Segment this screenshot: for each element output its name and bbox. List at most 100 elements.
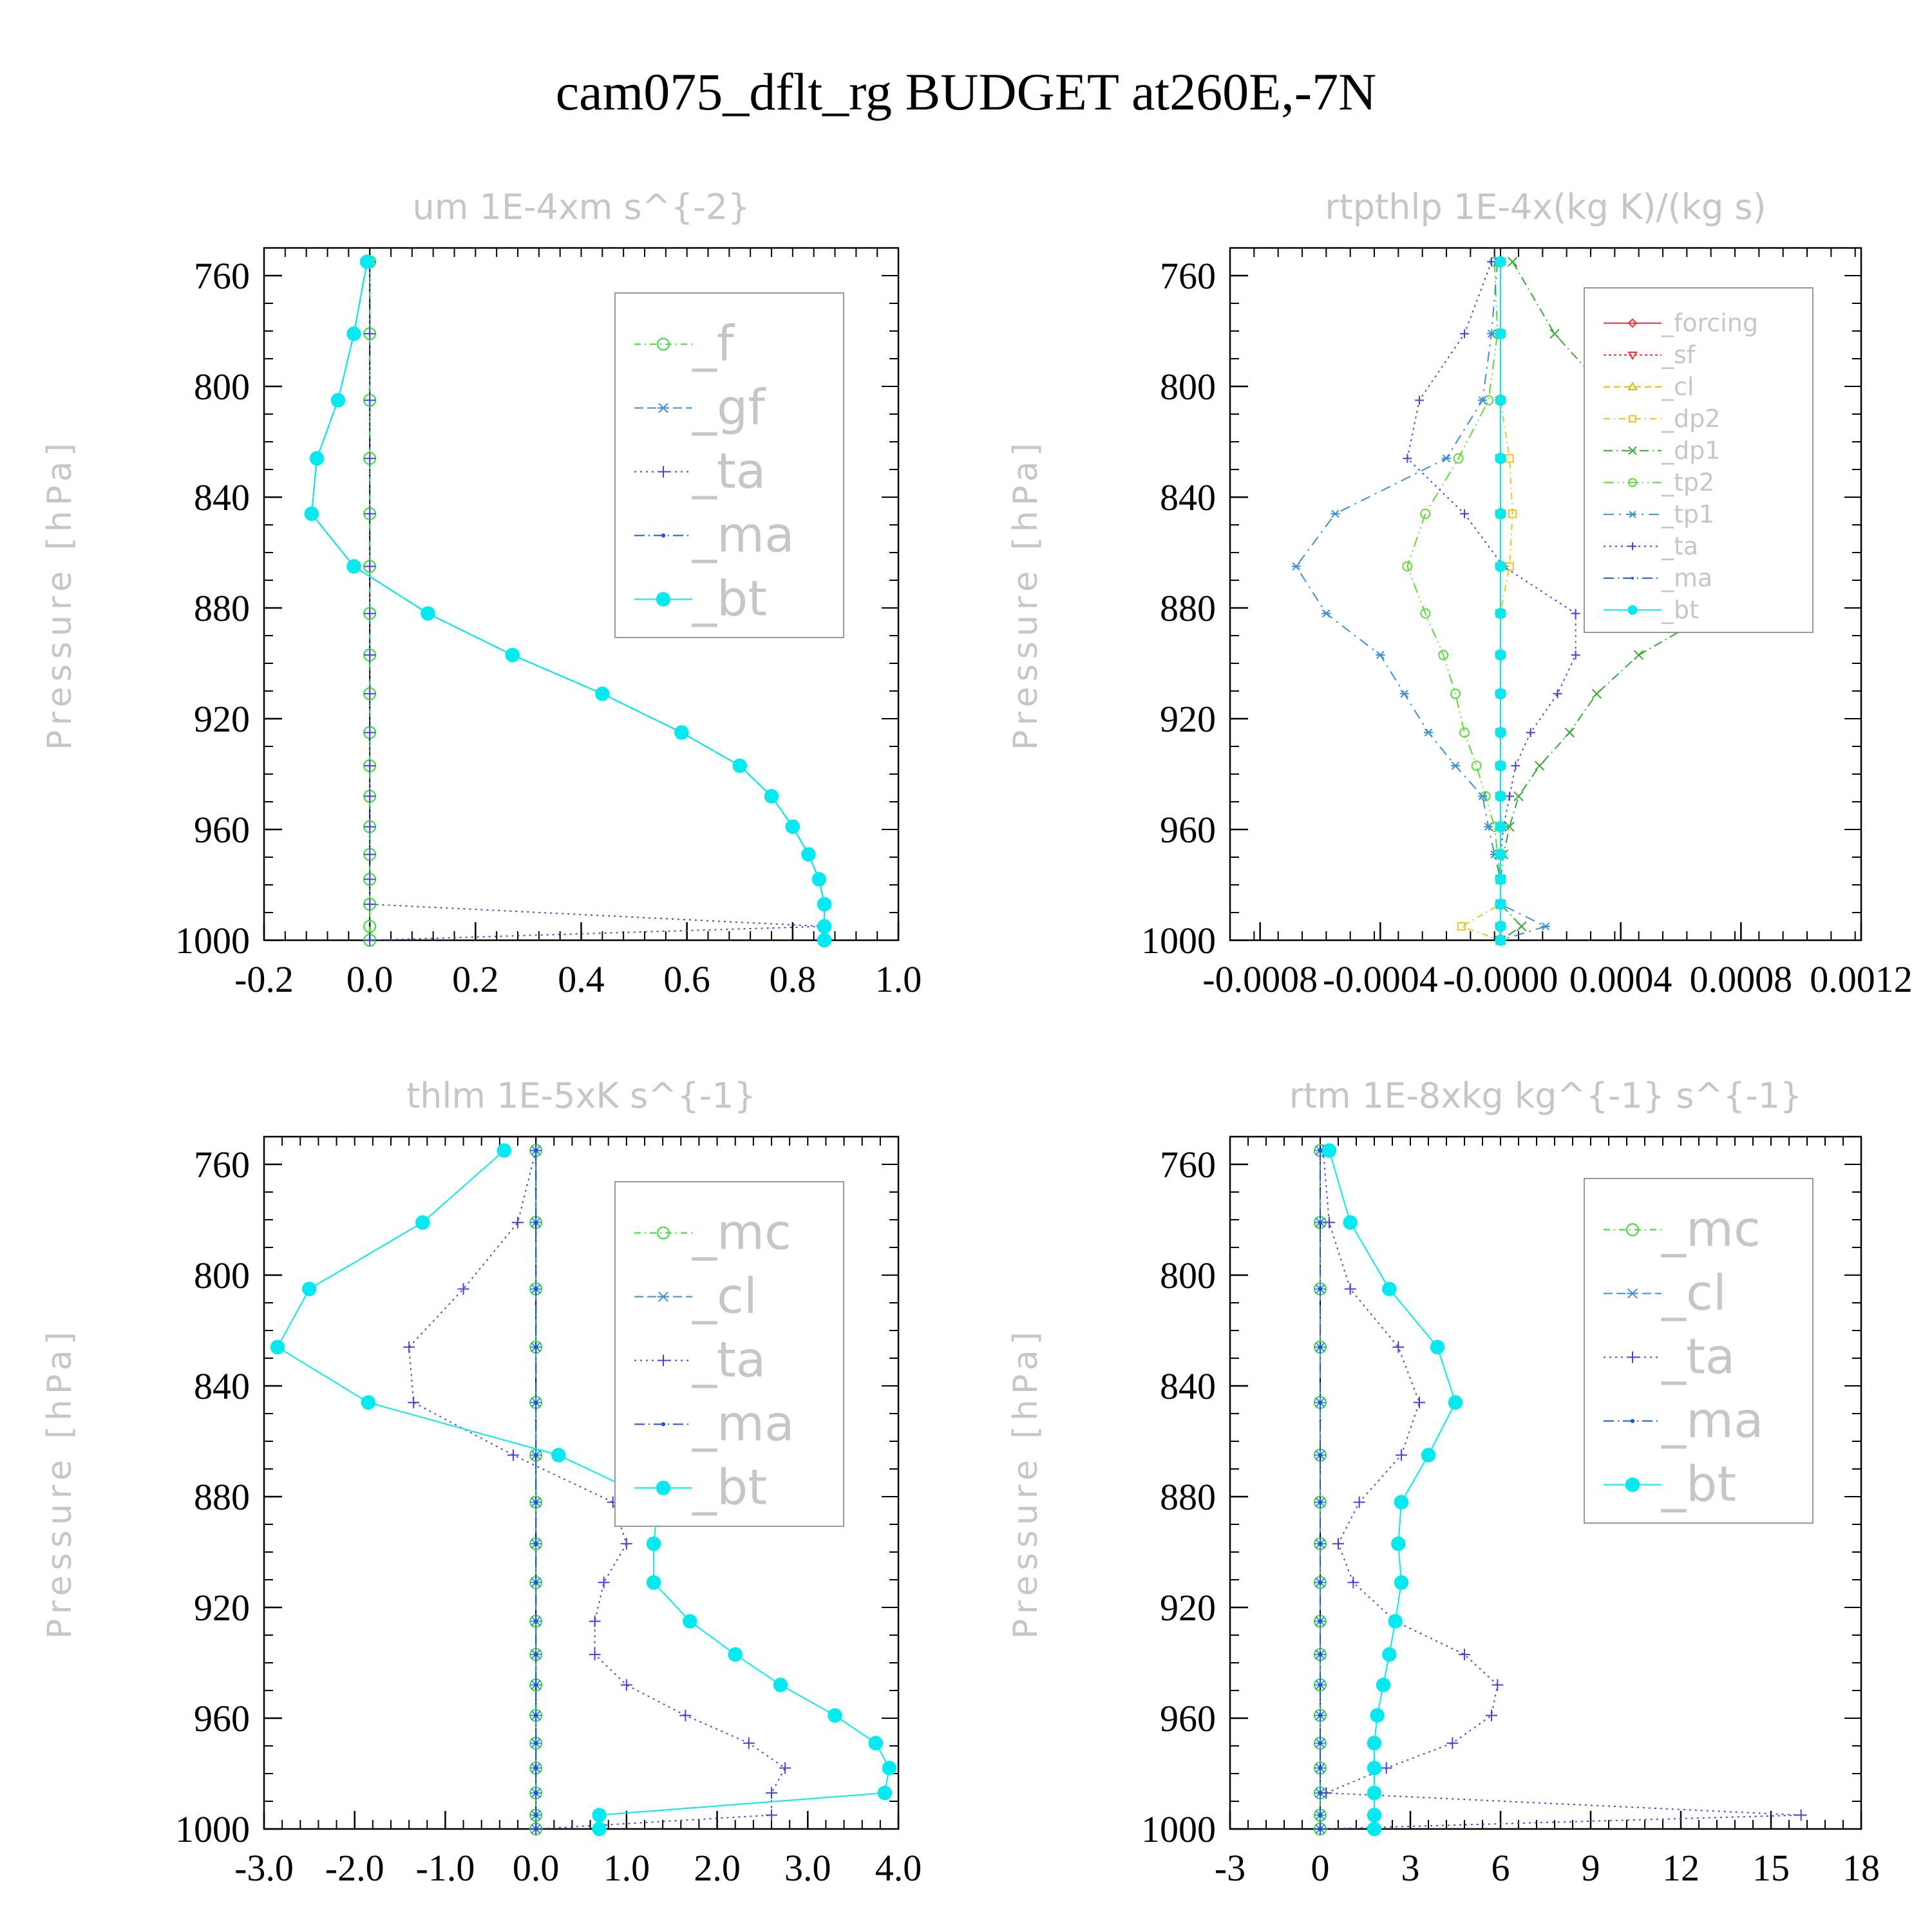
data-point [1487,257,1496,267]
x-tick-label: 0.6 [663,958,710,1000]
legend-label: _cl [1661,372,1694,401]
series-ta [403,1144,791,1835]
data-point [1459,1649,1470,1661]
data-point [1415,395,1424,405]
legend-label: _tp2 [1661,468,1714,497]
y-tick-label: 760 [194,1144,250,1186]
data-point [877,1785,893,1801]
legend-item: _dp1 [1604,436,1720,464]
legend-item: _ta [1604,1328,1735,1385]
data-point [1380,1762,1392,1774]
data-point [674,725,689,740]
legend-label: _bt [692,1459,767,1516]
data-point [1571,650,1580,660]
data-point [270,1340,285,1355]
data-point [779,1762,791,1774]
y-tick-label: 800 [194,366,250,408]
legend-label: _mc [692,1204,791,1261]
series-tp1 [1291,258,1550,945]
legend-marker [657,1226,670,1240]
data-point [1321,1143,1337,1158]
x-tick-label: 0.4 [558,958,605,1000]
data-point [533,1683,538,1687]
legend-item: _bt [1604,596,1699,624]
data-point [1486,1709,1497,1721]
legend: _mc _cl _ta _ma _bt [1584,1178,1814,1524]
data-point [364,790,376,802]
data-point [1478,792,1487,800]
y-tick-label: 1000 [175,1808,250,1850]
data-point [1318,1683,1323,1687]
data-point [364,560,376,573]
legend: _mc _cl _ta _ma _bt [614,1181,844,1527]
legend-box [1584,287,1814,633]
x-tick-label: -1.0 [416,1847,475,1889]
data-point [1388,1614,1403,1629]
y-tick-label: 920 [194,1587,250,1629]
y-tick-label: 800 [194,1255,250,1296]
y-axis-label: Pressure [hPa] [41,1327,79,1639]
data-point [1382,1282,1397,1296]
data-point [1495,394,1506,406]
x-tick-label: -3.0 [234,1847,294,1889]
data-point [1424,728,1433,737]
legend-item: _bt [634,1459,767,1516]
data-point [1403,453,1412,463]
legend: _f _gf _ta _ma _bt [614,292,844,638]
legend-label: _ma [1661,564,1712,592]
legend-item: _ma [634,506,795,564]
x-tick-label: -0.0000 [1443,958,1558,1000]
legend-item: _tp1 [1604,500,1714,528]
legend-item: _ta [634,442,766,500]
data-point [363,920,377,933]
y-tick-label: 840 [194,1365,250,1407]
data-point [1495,688,1506,700]
x-tick-label: 0 [1311,1847,1330,1889]
data-point [1318,1220,1323,1225]
data-point [1331,509,1340,518]
data-point [1399,689,1409,698]
legend-item: _cl [634,1267,757,1325]
y-tick-label: 920 [1160,698,1216,740]
data-point [1442,454,1451,463]
legend-label: _gf [692,379,766,436]
series-line [1406,261,1577,940]
legend-item: _dp2 [1604,404,1720,433]
data-point [533,1826,538,1832]
data-point [828,1708,842,1723]
legend-label: _dp1 [1661,436,1720,464]
data-point [1318,1345,1323,1349]
y-axis-label: Pressure [hPa] [1007,438,1045,750]
data-point [1513,791,1524,802]
data-point [1318,1148,1323,1153]
y-tick-label: 1000 [175,920,250,961]
x-tick-label: 0.8 [770,958,817,1000]
x-tick-label: 0.0012 [1810,958,1913,1000]
data-point [364,394,376,406]
data-point [1633,650,1644,660]
legend-item: _tp2 [1604,468,1714,497]
data-point [817,919,832,934]
data-point [330,393,346,408]
legend-marker [1627,381,1638,390]
chart-panel-3: thlm 1E-5xK s^{-1} Pressure [hPa] 760 800 84… [41,1075,922,1889]
legend-marker [1628,478,1637,488]
data-point [359,254,375,269]
data-point [1471,761,1482,772]
legend-item: _bt [634,570,767,627]
data-point [364,688,376,700]
legend-item: _ma [1604,564,1712,592]
series-ma [533,1148,538,1832]
series-dp2 [1457,257,1517,945]
chart-panel-2: rtpthlp 1E-4x(kg K)/(kg s) Pressure [hPa]… [1007,187,1913,1000]
y-tick-label: 840 [1160,477,1216,518]
x-tick-label: -0.0008 [1202,958,1318,1000]
data-point [1453,453,1464,464]
data-point [457,1283,469,1295]
data-point [1492,1679,1504,1691]
data-point [1495,920,1506,933]
x-tick-label: -0.0004 [1323,958,1438,1000]
legend-label: _cl [1661,1264,1727,1321]
legend-item: _bt [1604,1455,1736,1513]
